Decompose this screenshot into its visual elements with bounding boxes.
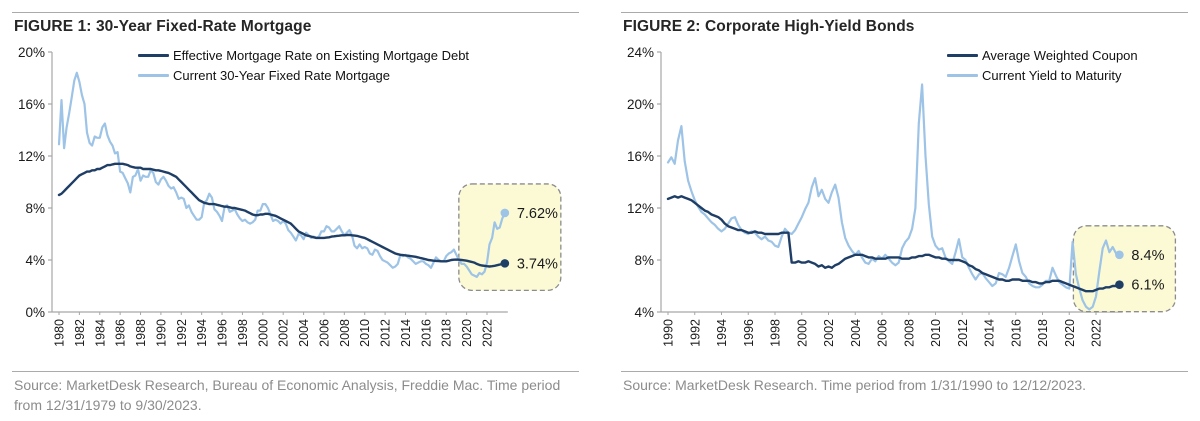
series-line-dark bbox=[57, 162, 506, 268]
x-tick-label: 2010 bbox=[358, 319, 372, 347]
x-tick-label: 2000 bbox=[795, 319, 809, 347]
series-line-light bbox=[666, 83, 1121, 311]
series-end-dot bbox=[500, 208, 510, 218]
y-tick-label: 8% bbox=[25, 201, 45, 216]
x-tick-label: 2014 bbox=[983, 319, 997, 347]
legend-item-effective-rate: Effective Mortgage Rate on Existing Mort… bbox=[138, 48, 469, 63]
x-tick-label: 1998 bbox=[236, 319, 250, 347]
x-tick-label: 1990 bbox=[662, 319, 676, 347]
x-tick-label: 1992 bbox=[175, 319, 189, 347]
series-end-dot bbox=[1115, 250, 1124, 260]
x-tick-label: 1994 bbox=[195, 319, 209, 347]
figure1-title: FIGURE 1: 30-Year Fixed-Rate Mortgage bbox=[14, 18, 312, 35]
x-tick-label: 1998 bbox=[769, 319, 783, 347]
figure2-title: FIGURE 2: Corporate High-Yield Bonds bbox=[623, 18, 915, 35]
legend-item-yield-to-maturity: Current Yield to Maturity bbox=[947, 68, 1138, 83]
x-tick-label: 2008 bbox=[338, 319, 352, 347]
figure2-plot: 4% 8% 12% 16% 20% 24% 1990 1992 1994 1996 1998 2000… bbox=[627, 45, 1177, 347]
callout-box bbox=[458, 183, 562, 292]
x-tick-label: 2004 bbox=[849, 319, 863, 347]
legend-label: Effective Mortgage Rate on Existing Mort… bbox=[173, 48, 470, 63]
legend-item-avg-coupon: Average Weighted Coupon bbox=[947, 48, 1138, 63]
x-tick-label: 1994 bbox=[715, 319, 729, 347]
callout-value-label: 6.1% bbox=[1131, 278, 1164, 294]
legend-label: Current Yield to Maturity bbox=[982, 68, 1122, 83]
callout-value-label: 3.74% bbox=[517, 256, 558, 272]
figure2-source: Source: MarketDesk Research. Time period… bbox=[621, 371, 1188, 396]
x-tick-label: 1990 bbox=[154, 319, 168, 347]
light-line-swatch bbox=[947, 74, 978, 77]
x-tick-label: 2022 bbox=[481, 319, 495, 347]
x-tick-label: 2010 bbox=[929, 319, 943, 347]
y-tick-label: 8% bbox=[634, 253, 654, 268]
x-tick-label: 2016 bbox=[419, 319, 433, 347]
x-tick-label: 1982 bbox=[73, 319, 87, 347]
x-tick-label: 1984 bbox=[93, 319, 107, 347]
callout-value-label: 7.62% bbox=[517, 206, 558, 222]
x-tick-label: 2020 bbox=[1063, 319, 1077, 347]
series-end-dot bbox=[500, 259, 510, 268]
y-tick-label: 12% bbox=[627, 201, 654, 216]
dark-line-swatch bbox=[138, 54, 169, 57]
y-tick-label: 20% bbox=[627, 97, 654, 112]
y-tick-label: 0% bbox=[25, 305, 45, 320]
x-tick-label: 2012 bbox=[379, 319, 393, 347]
figure1-panel: FIGURE 1: 30-Year Fixed-Rate Mortgage Ef… bbox=[12, 12, 579, 416]
y-tick-label: 4% bbox=[25, 253, 45, 268]
x-tick-label: 1980 bbox=[53, 319, 67, 347]
light-line-swatch bbox=[138, 74, 169, 77]
callout-value-label: 8.4% bbox=[1131, 248, 1164, 264]
legend-item-current-30y: Current 30-Year Fixed Rate Mortgage bbox=[138, 68, 469, 83]
callout-box bbox=[1072, 225, 1177, 313]
x-tick-label: 2006 bbox=[876, 319, 890, 347]
series-end-dot bbox=[1115, 280, 1124, 289]
y-tick-label: 24% bbox=[627, 45, 654, 60]
x-tick-label: 2000 bbox=[256, 319, 270, 347]
x-tick-label: 2004 bbox=[297, 319, 311, 347]
figure1-chart: Effective Mortgage Rate on Existing Mort… bbox=[12, 39, 579, 369]
figure2-chart: Average Weighted Coupon Current Yield to… bbox=[621, 39, 1188, 369]
x-tick-label: 2002 bbox=[822, 319, 836, 347]
legend-label: Current 30-Year Fixed Rate Mortgage bbox=[173, 68, 391, 83]
x-tick-label: 1996 bbox=[742, 319, 756, 347]
figure1-legend: Effective Mortgage Rate on Existing Mort… bbox=[138, 48, 469, 83]
x-tick-label: 1992 bbox=[688, 319, 702, 347]
x-tick-label: 2018 bbox=[440, 319, 454, 347]
dark-line-swatch bbox=[947, 54, 978, 57]
y-tick-label: 20% bbox=[18, 45, 45, 60]
y-tick-label: 16% bbox=[18, 97, 45, 112]
x-tick-label: 2006 bbox=[317, 319, 331, 347]
figure2-panel: FIGURE 2: Corporate High-Yield Bonds Ave… bbox=[621, 12, 1188, 416]
y-tick-label: 4% bbox=[634, 305, 654, 320]
figure1-plot: 0% 4% 8% 12% 16% 20% 1980 1982 1984 1986 1988 1990 1… bbox=[18, 45, 562, 347]
figure1-source: Source: MarketDesk Research, Bureau of E… bbox=[12, 371, 579, 416]
x-tick-label: 2016 bbox=[1009, 319, 1023, 347]
x-tick-label: 2002 bbox=[277, 319, 291, 347]
figure2-legend: Average Weighted Coupon Current Yield to… bbox=[947, 48, 1138, 83]
x-tick-label: 2008 bbox=[902, 319, 916, 347]
y-tick-label: 16% bbox=[627, 149, 654, 164]
x-tick-label: 2014 bbox=[399, 319, 413, 347]
x-tick-label: 1986 bbox=[114, 319, 128, 347]
series-line-light bbox=[57, 71, 506, 278]
x-tick-label: 2022 bbox=[1090, 319, 1104, 347]
x-tick-label: 1996 bbox=[216, 319, 230, 347]
x-tick-label: 2012 bbox=[956, 319, 970, 347]
series-line-dark bbox=[666, 195, 1121, 293]
legend-label: Average Weighted Coupon bbox=[982, 48, 1138, 63]
y-tick-label: 12% bbox=[18, 149, 45, 164]
x-tick-label: 2020 bbox=[460, 319, 474, 347]
x-tick-label: 2018 bbox=[1036, 319, 1050, 347]
x-tick-label: 1988 bbox=[134, 319, 148, 347]
